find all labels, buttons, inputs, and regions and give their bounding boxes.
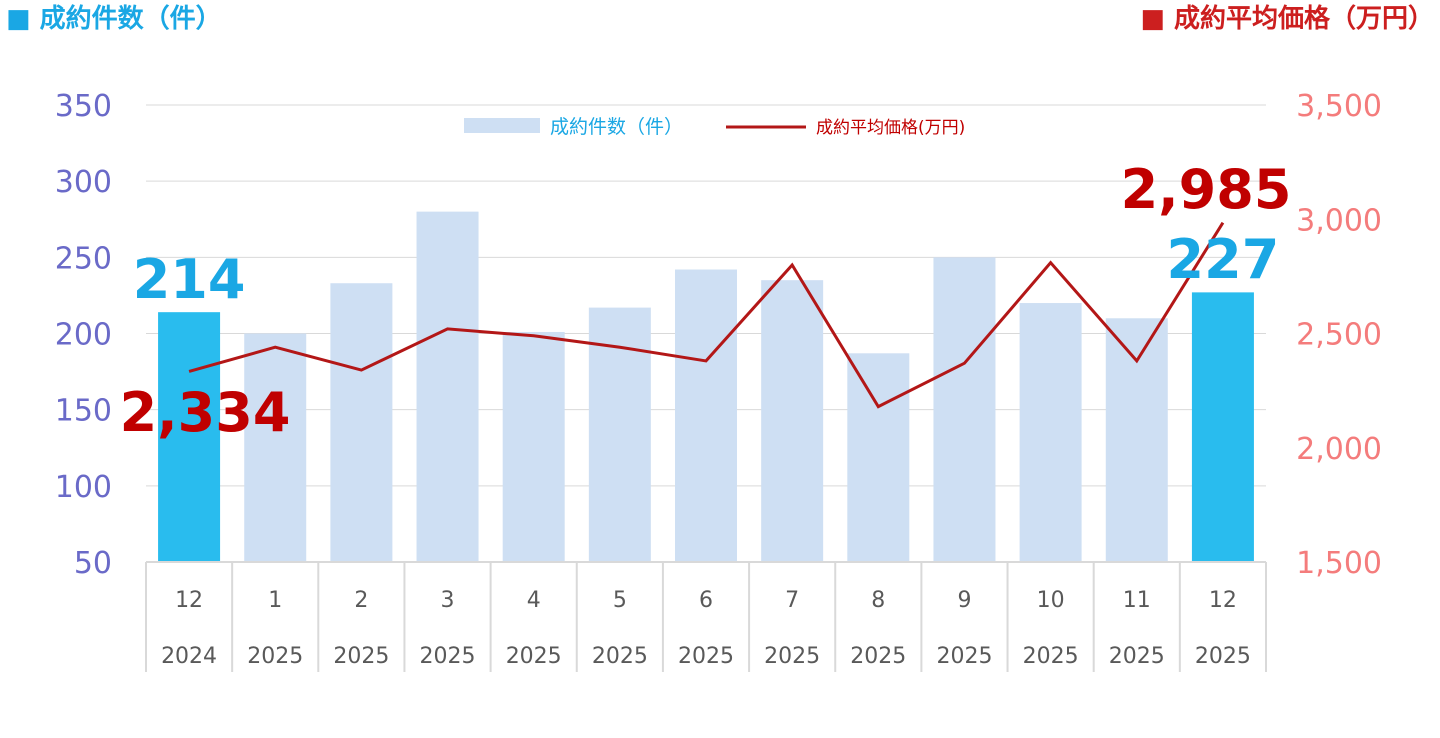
bar (244, 333, 307, 562)
x-axis-year-label: 2025 (506, 644, 562, 669)
bar (158, 312, 221, 562)
x-axis-year-label: 2025 (936, 644, 992, 669)
x-axis-year-label: 2025 (333, 644, 389, 669)
left-axis-tick-label: 50 (74, 546, 112, 581)
x-axis-month-label: 6 (699, 588, 713, 613)
bar (416, 211, 479, 562)
x-axis-year-label: 2024 (161, 644, 217, 669)
x-axis-month-label: 9 (957, 588, 971, 613)
x-axis-month-label: 8 (871, 588, 885, 613)
left-axis-tick-label: 150 (55, 394, 112, 429)
left-chart-title: ■ 成約件数（件） (6, 4, 222, 34)
x-axis-month-label: 11 (1123, 588, 1151, 613)
bar (1191, 292, 1254, 562)
bar (675, 269, 737, 562)
x-axis-year-label: 2025 (1195, 644, 1251, 669)
right-axis-tick-label: 1,500 (1296, 546, 1382, 581)
first-line-value-label: 2,334 (120, 381, 291, 444)
first-bar-value-label: 214 (133, 248, 246, 311)
bar (933, 257, 996, 562)
x-axis-month-label: 7 (785, 588, 799, 613)
bar (847, 353, 910, 562)
x-axis-year-label: 2025 (592, 644, 648, 669)
bar (761, 280, 824, 562)
x-axis-year-label: 2025 (247, 644, 303, 669)
x-axis-month-label: 1 (268, 588, 282, 613)
bar (330, 283, 393, 562)
last-bar-value-label: 227 (1167, 228, 1280, 291)
x-axis-year-label: 2025 (1109, 644, 1165, 669)
left-axis-tick-label: 200 (55, 318, 112, 353)
x-axis-year-label: 2025 (678, 644, 734, 669)
x-axis-month-label: 4 (527, 588, 541, 613)
x-axis-month-label: 5 (613, 588, 627, 613)
left-axis-tick-label: 100 (55, 470, 112, 505)
left-axis-tick-label: 250 (55, 241, 112, 276)
left-axis-tick-label: 350 (55, 89, 112, 124)
x-axis-month-label: 12 (1209, 588, 1237, 613)
x-axis-year-label: 2025 (420, 644, 476, 669)
right-axis-tick-label: 3,000 (1296, 203, 1382, 238)
x-axis-month-label: 3 (441, 588, 455, 613)
right-axis-tick-label: 2,000 (1296, 432, 1382, 467)
legend-bar-label: 成約件数（件） (550, 116, 683, 138)
right-chart-title: ■ 成約平均価格（万円） (1140, 4, 1434, 34)
left-axis-tick-label: 300 (55, 165, 112, 200)
legend-line-label: 成約平均価格(万円) (816, 118, 965, 138)
right-axis-tick-label: 2,500 (1296, 318, 1382, 353)
bar (502, 331, 565, 562)
x-axis-year-label: 2025 (1023, 644, 1079, 669)
price-line (188, 221, 1225, 409)
x-axis-year-label: 2025 (850, 644, 906, 669)
last-line-value-label: 2,985 (1121, 158, 1292, 221)
x-axis-month-label: 2 (354, 588, 368, 613)
x-axis-month-label: 12 (175, 588, 203, 613)
legend-bar-swatch (464, 118, 540, 133)
bar (1105, 318, 1168, 562)
bar (1019, 303, 1082, 562)
x-axis-month-label: 10 (1037, 588, 1065, 613)
x-axis-year-label: 2025 (764, 644, 820, 669)
right-axis-tick-label: 3,500 (1296, 89, 1382, 124)
